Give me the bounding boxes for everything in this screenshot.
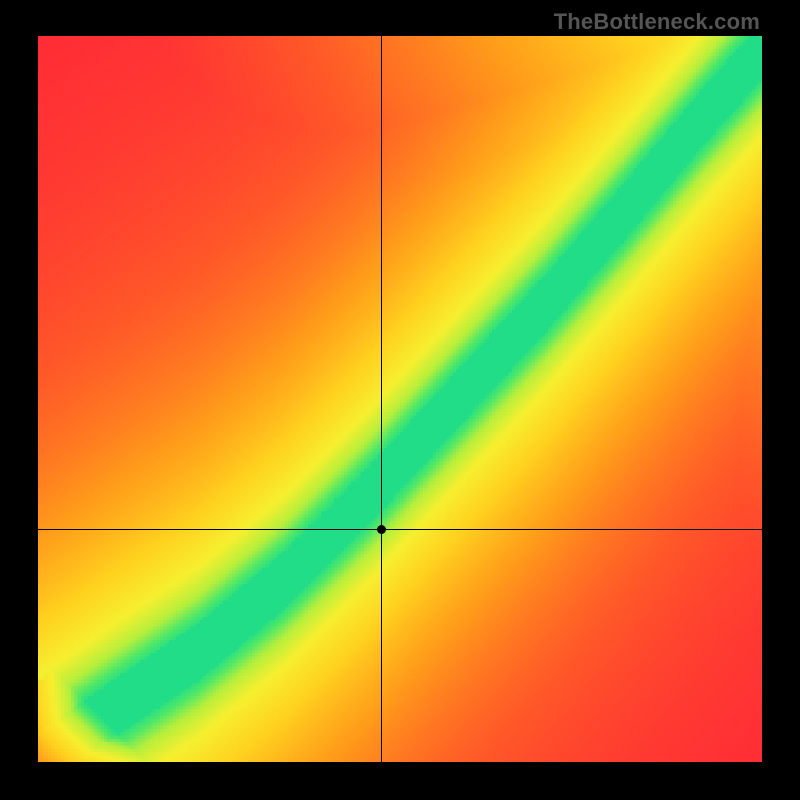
watermark-text: TheBottleneck.com	[554, 9, 760, 35]
heatmap-canvas	[38, 36, 762, 762]
crosshair-horizontal	[38, 529, 762, 530]
crosshair-vertical	[381, 36, 382, 762]
heatmap-plot	[38, 36, 762, 762]
chart-frame: TheBottleneck.com	[0, 0, 800, 800]
